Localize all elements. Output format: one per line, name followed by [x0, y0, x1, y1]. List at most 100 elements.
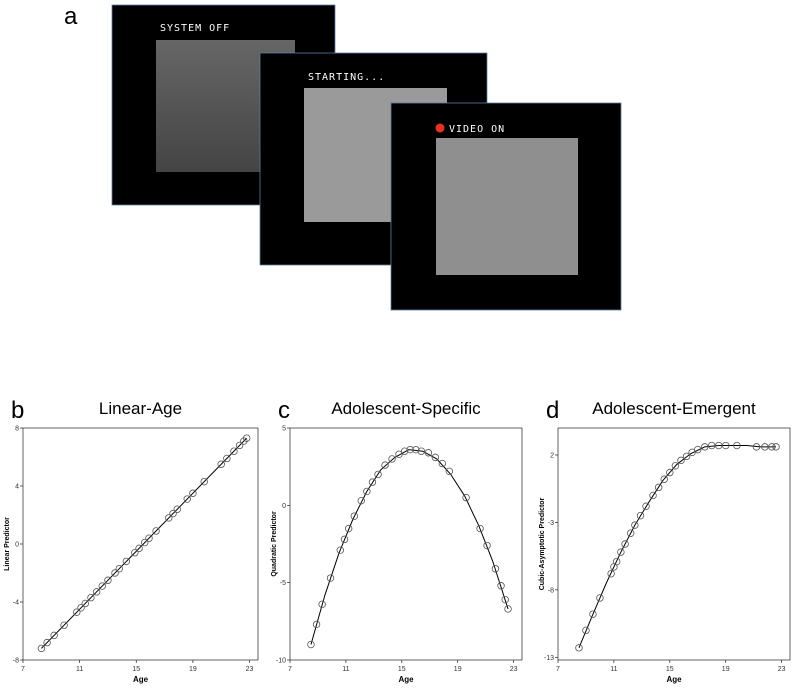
point	[326, 574, 335, 582]
point	[60, 621, 68, 629]
point	[417, 447, 426, 455]
chart-title: Adolescent-Emergent	[592, 399, 756, 418]
y-tick-label: -4	[13, 600, 19, 607]
point	[582, 626, 590, 635]
point	[50, 631, 58, 640]
point	[115, 564, 123, 573]
y-axis-label: Cubic-Asymptotic Predictor	[539, 497, 546, 590]
point	[671, 462, 680, 470]
point	[98, 582, 106, 590]
panel-label: a	[64, 3, 78, 30]
point	[145, 534, 153, 542]
point	[388, 455, 396, 463]
point	[395, 450, 403, 458]
point	[165, 514, 173, 522]
point	[77, 604, 85, 612]
point	[350, 512, 358, 520]
point	[621, 540, 629, 548]
x-tick-label: 23	[778, 666, 786, 673]
y-tick-label: -5	[280, 580, 286, 587]
point	[223, 454, 231, 463]
point	[336, 546, 345, 554]
point	[701, 443, 709, 451]
point	[649, 491, 657, 500]
chart: c Adolescent-Specific 7 11 15 19 23 -10 -5 0 5 Age Q…	[271, 397, 523, 684]
point	[37, 644, 46, 653]
chart: b Linear-Age 7 11 15 19 23 -8 -4 0 4 8 Age Linear Pre…	[4, 397, 259, 684]
y-tick-label: -10	[276, 658, 286, 665]
point	[772, 443, 780, 451]
x-tick-label: 7	[21, 666, 25, 673]
panel-label: d	[546, 397, 559, 424]
y-tick-label: -8	[548, 587, 554, 594]
point	[682, 452, 691, 461]
panel-label: b	[11, 397, 24, 424]
x-tick-label: 19	[189, 666, 197, 673]
point	[312, 620, 321, 629]
y-tick-label: 8	[15, 426, 19, 433]
y-tick-label: 0	[282, 503, 286, 510]
chart-title: Linear-Age	[99, 399, 182, 418]
x-tick-label: 11	[342, 666, 349, 673]
point	[368, 478, 377, 486]
x-tick-label: 11	[76, 666, 83, 673]
point	[491, 565, 500, 573]
point	[81, 599, 89, 608]
panel-label: c	[278, 397, 290, 424]
point	[363, 487, 371, 496]
point	[73, 608, 81, 616]
point	[318, 600, 326, 609]
point	[406, 445, 414, 454]
point	[617, 548, 625, 556]
point	[575, 644, 583, 652]
point	[462, 493, 470, 502]
point	[497, 582, 505, 590]
point	[189, 489, 197, 497]
x-tick-label: 15	[132, 666, 140, 673]
point	[677, 456, 685, 465]
point	[235, 441, 244, 450]
x-tick-label: 15	[398, 666, 406, 673]
point	[340, 535, 349, 544]
x-axis-label: Age	[666, 675, 682, 684]
point	[200, 477, 208, 486]
point	[612, 557, 621, 566]
point	[752, 443, 761, 451]
y-tick-label: -3	[548, 520, 554, 527]
point	[111, 569, 119, 577]
point	[631, 521, 639, 529]
x-tick-label: 11	[610, 666, 617, 673]
point	[43, 638, 51, 647]
point	[660, 475, 668, 483]
point	[504, 605, 512, 613]
point	[135, 544, 143, 553]
point	[483, 541, 491, 550]
point	[501, 595, 509, 604]
y-tick-label: 4	[15, 484, 19, 491]
point	[183, 495, 191, 503]
point	[242, 434, 251, 442]
point	[87, 593, 95, 602]
x-tick-label: 15	[666, 666, 674, 673]
point	[424, 449, 433, 457]
point	[654, 483, 663, 492]
y-tick-label: 2	[550, 452, 554, 459]
point	[666, 468, 674, 477]
point	[626, 529, 635, 537]
screen: VIDEO ON	[390, 102, 622, 311]
x-tick-label: 23	[246, 666, 254, 673]
point	[476, 524, 484, 533]
point	[173, 505, 182, 513]
y-tick-label: 5	[282, 426, 286, 433]
x-tick-label: 23	[510, 666, 518, 673]
point	[642, 502, 650, 510]
x-axis-label: Age	[133, 675, 149, 684]
point	[217, 460, 225, 468]
record-dot	[435, 123, 445, 133]
point	[607, 569, 615, 578]
x-axis-label: Age	[398, 675, 414, 684]
point	[141, 538, 149, 547]
point	[230, 447, 238, 455]
point	[445, 467, 454, 476]
